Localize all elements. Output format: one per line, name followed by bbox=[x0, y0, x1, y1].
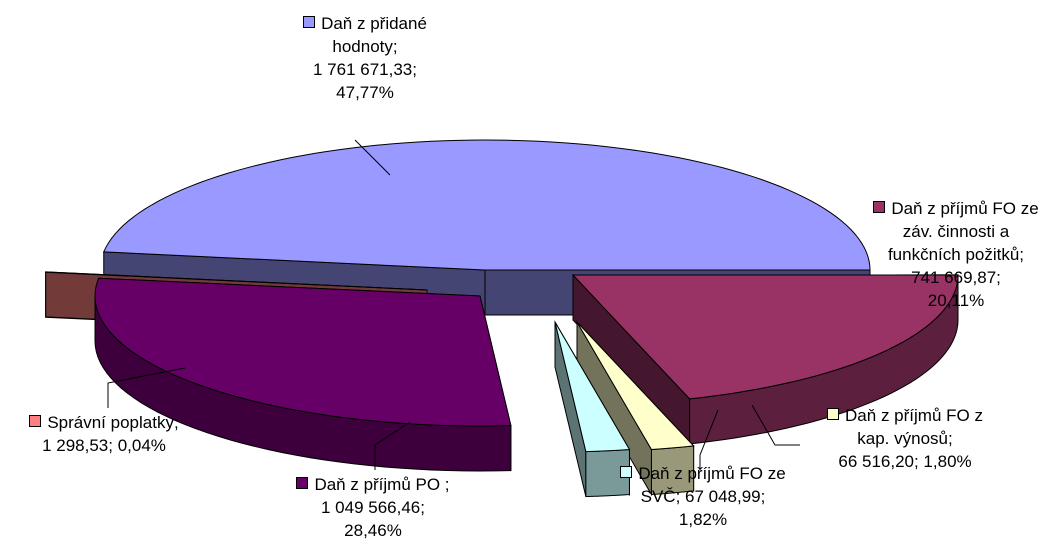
legend-swatch-fo-svc bbox=[620, 466, 633, 478]
slice-top-fo-zav bbox=[571, 274, 959, 400]
slice-label-fo-zav: Daň z příjmů FO ze záv. činnosti a funkč… bbox=[852, 197, 1060, 312]
slice-label-poplatky: Správní poplatky; 1 298,53; 0,04% bbox=[4, 411, 204, 457]
slice-label-po: Daň z příjmů PO ; 1 049 566,46; 28,46% bbox=[273, 473, 473, 542]
slice-top-po bbox=[94, 277, 512, 427]
leader-line-fo-svc bbox=[699, 409, 719, 470]
slice-label-fo-kap: Daň z příjmů FO z kap. výnosů; 66 516,20… bbox=[800, 404, 1010, 473]
leader-line-po bbox=[374, 421, 411, 470]
leader-line-fo-kap bbox=[751, 404, 800, 446]
leader-line-poplatky bbox=[107, 367, 186, 408]
slice-tops bbox=[44, 139, 959, 453]
legend-swatch-po bbox=[296, 477, 309, 489]
legend-swatch-fo-kap bbox=[827, 408, 840, 420]
slice-label-fo-svc: Daň z příjmů FO ze SVČ; 67 048,99; 1,82% bbox=[598, 462, 808, 531]
leader-lines bbox=[107, 139, 800, 470]
legend-swatch-poplatky bbox=[29, 415, 42, 427]
slice-top-fo-svc bbox=[554, 321, 631, 453]
slice-top-fo-kap bbox=[576, 321, 695, 451]
legend-swatch-fo-zav bbox=[873, 201, 886, 213]
legend-swatch-dph bbox=[303, 16, 316, 28]
leader-line-dph bbox=[354, 139, 391, 176]
slice-top-poplatky bbox=[44, 271, 428, 291]
slice-label-dph: Daň z přidané hodnoty; 1 761 671,33; 47,… bbox=[275, 12, 455, 104]
slice-top-dph bbox=[102, 139, 871, 271]
